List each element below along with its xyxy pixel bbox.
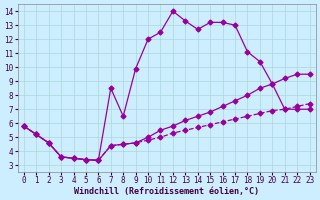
X-axis label: Windchill (Refroidissement éolien,°C): Windchill (Refroidissement éolien,°C) (74, 187, 259, 196)
